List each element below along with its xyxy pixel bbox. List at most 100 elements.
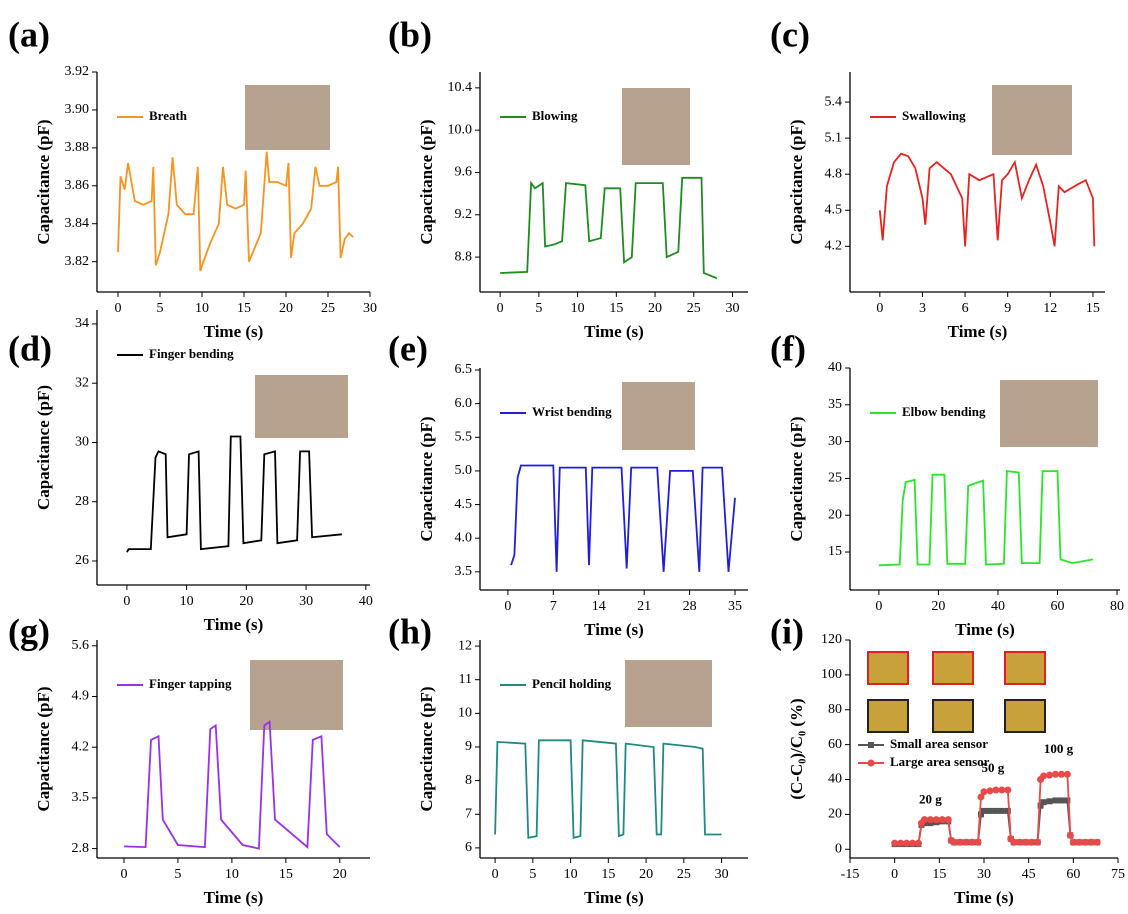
y-tick-label: 4.8: [825, 166, 843, 181]
y-axis-label: Capacitance (pF): [417, 119, 436, 244]
marker: [1004, 786, 1011, 793]
x-tick-label: 7: [550, 599, 557, 614]
y-tick-label: 40: [828, 360, 842, 375]
x-tick-label: 15: [237, 301, 251, 316]
x-tick-label: 10: [564, 867, 578, 882]
x-tick-label: -15: [841, 867, 860, 882]
x-tick-label: 20: [239, 594, 253, 609]
panel-label: (b): [388, 14, 432, 54]
y-tick-label: 3.88: [65, 140, 90, 155]
marker: [999, 808, 1005, 814]
x-tick-label: 0: [497, 301, 504, 316]
series-line: [495, 740, 721, 838]
y-tick-label: 32: [75, 375, 89, 390]
y-tick-label: 5.1: [825, 130, 843, 145]
y-tick-label: 10.4: [448, 80, 473, 95]
x-tick-label: 0: [891, 867, 898, 882]
marker: [1070, 839, 1077, 846]
panel-label: (h): [388, 611, 432, 651]
x-tick-label: 25: [687, 301, 701, 316]
marker: [897, 840, 904, 847]
photo-inset: [255, 375, 348, 438]
y-tick-label: 6.5: [455, 362, 473, 377]
y-tick-label: 3.86: [65, 178, 90, 193]
annotation: 20 g: [919, 791, 942, 806]
x-tick-label: 30: [977, 867, 991, 882]
marker: [1040, 773, 1047, 780]
y-tick-label: 0: [835, 841, 842, 856]
photo-inset: [1000, 380, 1098, 447]
x-tick-label: 20: [333, 867, 347, 882]
x-tick-label: 20: [639, 867, 653, 882]
y-tick-label: 10.0: [448, 122, 473, 137]
x-tick-label: 15: [601, 867, 615, 882]
y-tick-label: 30: [75, 435, 89, 450]
marker: [933, 816, 940, 823]
y-tick-label: 120: [821, 632, 842, 647]
y-tick-label: 12: [458, 638, 472, 653]
y-tick-label: 4.2: [72, 739, 90, 754]
y-tick-label: 80: [828, 702, 842, 717]
x-tick-label: 10: [571, 301, 585, 316]
x-tick-label: 15: [1086, 301, 1100, 316]
x-tick-label: 5: [157, 301, 164, 316]
x-tick-label: 5: [535, 301, 542, 316]
series-line: [879, 471, 1093, 565]
y-axis-label: Capacitance (pF): [417, 686, 436, 811]
x-tick-label: 15: [279, 867, 293, 882]
y-tick-label: 26: [75, 553, 89, 568]
series-line: [118, 152, 353, 271]
series-line: [511, 466, 735, 572]
marker: [1058, 797, 1064, 803]
y-tick-label: 3.5: [455, 564, 473, 579]
y-tick-label: 8.8: [455, 249, 473, 264]
marker: [987, 808, 993, 814]
series-line: [880, 154, 1095, 247]
photo-inset: [622, 382, 695, 450]
y-tick-label: 10: [458, 706, 472, 721]
marker: [1082, 839, 1089, 846]
y-tick-label: 5.4: [825, 94, 843, 109]
legend-label: Finger bending: [149, 346, 234, 361]
x-axis-label: Time (s): [204, 615, 264, 634]
y-tick-label: 30: [828, 434, 842, 449]
x-tick-label: 75: [1111, 867, 1125, 882]
marker: [1028, 839, 1035, 846]
panel-label: (d): [8, 328, 52, 368]
marker: [1022, 839, 1029, 846]
marker: [981, 808, 987, 814]
marker: [1047, 798, 1053, 804]
x-tick-label: 15: [609, 301, 623, 316]
legend-label: Finger tapping: [149, 676, 232, 691]
x-tick-label: 28: [683, 599, 697, 614]
marker: [1010, 839, 1017, 846]
marker: [963, 839, 970, 846]
x-tick-label: 0: [875, 599, 882, 614]
marker: [951, 839, 958, 846]
y-tick-label: 4.9: [72, 689, 90, 704]
y-tick-label: 25: [828, 471, 842, 486]
x-axis-label: Time (s): [948, 322, 1008, 341]
y-tick-label: 5.5: [455, 430, 473, 445]
x-tick-label: 3: [919, 301, 926, 316]
y-tick-label: 6: [465, 840, 472, 855]
marker: [921, 816, 928, 823]
y-tick-label: 34: [75, 316, 89, 331]
legend-label: Elbow bending: [902, 404, 986, 419]
marker: [1067, 832, 1074, 839]
x-tick-label: 30: [726, 301, 740, 316]
photo-inset: [1005, 652, 1045, 684]
x-tick-label: 40: [359, 594, 373, 609]
y-tick-label: 4.0: [455, 530, 473, 545]
photo-inset: [868, 652, 908, 684]
marker: [986, 787, 993, 794]
x-tick-label: 10: [225, 867, 239, 882]
photo-inset: [992, 85, 1072, 155]
y-tick-label: 11: [459, 672, 472, 687]
marker: [1052, 797, 1058, 803]
marker: [915, 840, 922, 847]
